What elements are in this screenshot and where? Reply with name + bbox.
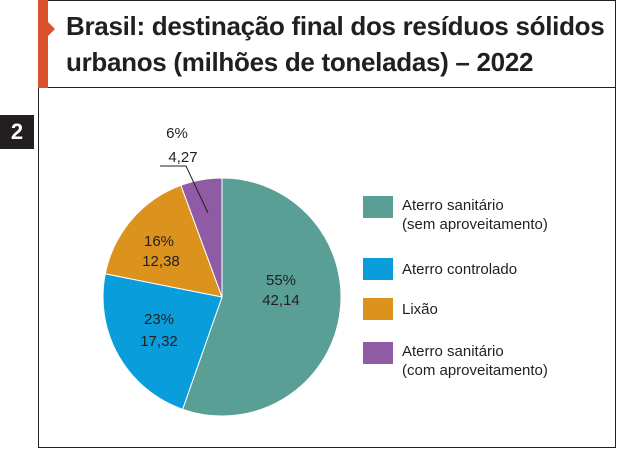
figure-number-badge: 2 bbox=[0, 115, 34, 149]
slice-value-label: 12,38 bbox=[142, 253, 180, 270]
pie-slices bbox=[102, 177, 342, 417]
pie-slice-lixao bbox=[104, 184, 223, 298]
slice-percent-label: 16% bbox=[144, 233, 174, 250]
slice-percent-label: 6% bbox=[166, 125, 188, 142]
legend-label: Lixão bbox=[402, 301, 438, 318]
legend-swatch bbox=[363, 342, 393, 364]
slice-value-label: 42,14 bbox=[262, 292, 300, 309]
accent-arrow bbox=[48, 22, 55, 36]
pie-slice-aterro-controlado bbox=[102, 273, 223, 410]
legend-swatch bbox=[363, 258, 393, 280]
legend-swatch bbox=[363, 298, 393, 320]
slice-label-aterro-controlado: 23% 17,32 bbox=[140, 311, 178, 350]
slice-label-aterro-sanitario-com: 6% 4,27 bbox=[160, 125, 209, 214]
legend-item-lixao: Lixão bbox=[363, 298, 438, 320]
slice-percent-label: 23% bbox=[144, 311, 174, 328]
slice-percent-label: 55% bbox=[266, 272, 296, 289]
legend-swatch bbox=[363, 196, 393, 218]
slice-value-label: 17,32 bbox=[140, 333, 178, 350]
legend-label: (sem aproveitamento) bbox=[402, 216, 548, 233]
slice-label-lixao: 16% 12,38 bbox=[142, 233, 180, 270]
legend-label: Aterro sanitário bbox=[402, 197, 504, 214]
legend-item-aterro-sanitario-com: Aterro sanitário (com aproveitamento) bbox=[363, 342, 548, 380]
slice-label-aterro-sanitario-sem: 55% 42,14 bbox=[262, 272, 300, 309]
accent-bar bbox=[38, 0, 48, 88]
leader-line bbox=[160, 165, 209, 214]
legend-label: (com aproveitamento) bbox=[402, 362, 548, 379]
slice-value-label: 4,27 bbox=[168, 149, 197, 166]
pie-slice-aterro-sanitario-com bbox=[180, 177, 223, 298]
legend-label: Aterro controlado bbox=[402, 261, 518, 278]
chart-title: Brasil: destinação final dos resíduos só… bbox=[66, 8, 606, 80]
title-line-2: urbanos (milhões de toneladas) – 2022 bbox=[66, 47, 534, 77]
legend-item-aterro-controlado: Aterro controlado bbox=[363, 258, 517, 280]
legend-item-aterro-sanitario-sem: Aterro sanitário (sem aproveitamento) bbox=[363, 196, 548, 234]
title-box bbox=[38, 0, 616, 88]
legend-label: Aterro sanitário bbox=[402, 343, 504, 360]
title-line-1: Brasil: destinação final dos resíduos só… bbox=[66, 11, 605, 41]
